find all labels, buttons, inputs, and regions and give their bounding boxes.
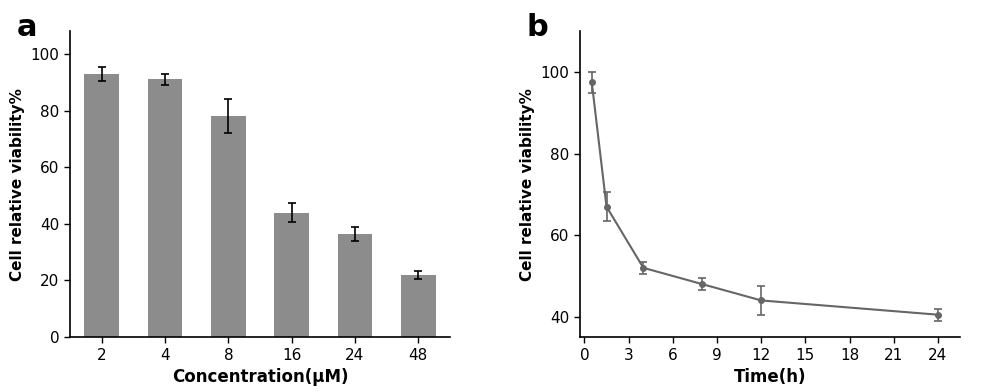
Bar: [401, 275, 436, 337]
X-axis label: Time(h): Time(h): [734, 368, 806, 386]
Text: a: a: [17, 13, 37, 42]
Bar: [84, 74, 119, 337]
Y-axis label: Cell relative viability%: Cell relative viability%: [10, 88, 25, 281]
Bar: [338, 234, 372, 337]
Bar: [274, 212, 309, 337]
X-axis label: Concentration(μM): Concentration(μM): [172, 368, 348, 386]
Bar: [148, 80, 182, 337]
Y-axis label: Cell relative viability%: Cell relative viability%: [520, 88, 535, 281]
Bar: [211, 116, 246, 337]
Text: b: b: [527, 13, 549, 42]
